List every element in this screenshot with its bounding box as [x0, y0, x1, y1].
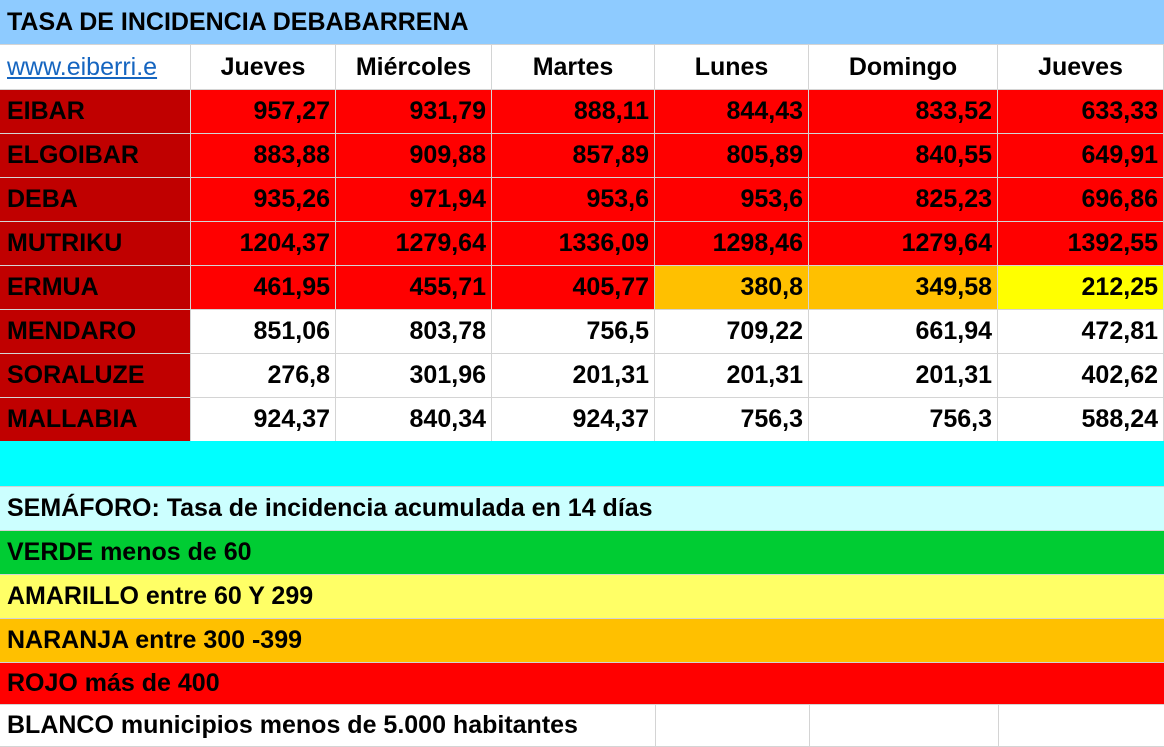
- table-row: ELGOIBAR 883,88 909,88 857,89 805,89 840,55 64…: [0, 134, 1164, 178]
- column-header[interactable]: Miércoles: [336, 45, 492, 90]
- incidence-value[interactable]: 349,58: [809, 266, 998, 310]
- incidence-value[interactable]: 588,24: [998, 398, 1164, 442]
- column-header[interactable]: Domingo: [809, 45, 998, 90]
- incidence-value[interactable]: 1279,64: [336, 222, 492, 266]
- incidence-value[interactable]: 851,06: [191, 310, 336, 354]
- spacer-band[interactable]: [0, 441, 1164, 487]
- incidence-value[interactable]: 402,62: [998, 354, 1164, 398]
- table-row: DEBA 935,26 971,94 953,6 953,6 825,23 696,86: [0, 178, 1164, 222]
- incidence-value[interactable]: 276,8: [191, 354, 336, 398]
- incidence-value[interactable]: 1204,37: [191, 222, 336, 266]
- gridline: [655, 705, 656, 747]
- link-cell[interactable]: www.eiberri.e: [0, 45, 191, 90]
- gridline: [809, 705, 810, 747]
- table-row: MENDARO 851,06 803,78 756,5 709,22 661,94 472,…: [0, 310, 1164, 354]
- incidence-value[interactable]: 833,52: [809, 90, 998, 134]
- incidence-value[interactable]: 201,31: [809, 354, 998, 398]
- incidence-value[interactable]: 201,31: [492, 354, 655, 398]
- sheet-title[interactable]: TASA DE INCIDENCIA DEBABARRENA: [0, 0, 1164, 45]
- incidence-value[interactable]: 924,37: [191, 398, 336, 442]
- municipality-name[interactable]: MENDARO: [0, 310, 191, 354]
- incidence-value[interactable]: 472,81: [998, 310, 1164, 354]
- incidence-value[interactable]: 971,94: [336, 178, 492, 222]
- incidence-value[interactable]: 953,6: [655, 178, 809, 222]
- table-row: EIBAR 957,27 931,79 888,11 844,43 833,52 633,3…: [0, 90, 1164, 134]
- incidence-value[interactable]: 805,89: [655, 134, 809, 178]
- incidence-value[interactable]: 756,3: [809, 398, 998, 442]
- column-header[interactable]: Jueves: [998, 45, 1164, 90]
- table-row: ERMUA 461,95 455,71 405,77 380,8 349,58 212,25: [0, 266, 1164, 310]
- incidence-value[interactable]: 844,43: [655, 90, 809, 134]
- incidence-value[interactable]: 709,22: [655, 310, 809, 354]
- municipality-name[interactable]: ELGOIBAR: [0, 134, 191, 178]
- incidence-value[interactable]: 825,23: [809, 178, 998, 222]
- incidence-value[interactable]: 857,89: [492, 134, 655, 178]
- incidence-value[interactable]: 840,55: [809, 134, 998, 178]
- incidence-value[interactable]: 935,26: [191, 178, 336, 222]
- legend-white[interactable]: BLANCO municipios menos de 5.000 habitan…: [0, 705, 1164, 747]
- incidence-value[interactable]: 1279,64: [809, 222, 998, 266]
- municipality-name[interactable]: SORALUZE: [0, 354, 191, 398]
- table-row: SORALUZE 276,8 301,96 201,31 201,31 201,31 402…: [0, 354, 1164, 398]
- incidence-value[interactable]: 953,6: [492, 178, 655, 222]
- incidence-value[interactable]: 803,78: [336, 310, 492, 354]
- incidence-value[interactable]: 1298,46: [655, 222, 809, 266]
- column-header[interactable]: Lunes: [655, 45, 809, 90]
- municipality-name[interactable]: DEBA: [0, 178, 191, 222]
- incidence-value[interactable]: 840,34: [336, 398, 492, 442]
- legend-red[interactable]: ROJO más de 400: [0, 663, 1164, 705]
- municipality-name[interactable]: MUTRIKU: [0, 222, 191, 266]
- incidence-value[interactable]: 1392,55: [998, 222, 1164, 266]
- incidence-value[interactable]: 696,86: [998, 178, 1164, 222]
- legend-green[interactable]: VERDE menos de 60: [0, 531, 1164, 575]
- incidence-value[interactable]: 461,95: [191, 266, 336, 310]
- municipality-name[interactable]: EIBAR: [0, 90, 191, 134]
- incidence-value[interactable]: 212,25: [998, 266, 1164, 310]
- incidence-value[interactable]: 455,71: [336, 266, 492, 310]
- incidence-value[interactable]: 931,79: [336, 90, 492, 134]
- incidence-value[interactable]: 888,11: [492, 90, 655, 134]
- incidence-value[interactable]: 1336,09: [492, 222, 655, 266]
- legend-heading[interactable]: SEMÁFORO: Tasa de incidencia acumulada e…: [0, 487, 1164, 531]
- incidence-value[interactable]: 301,96: [336, 354, 492, 398]
- municipality-name[interactable]: ERMUA: [0, 266, 191, 310]
- website-link[interactable]: www.eiberri.e: [7, 52, 158, 81]
- incidence-value[interactable]: 405,77: [492, 266, 655, 310]
- column-header[interactable]: Martes: [492, 45, 655, 90]
- incidence-value[interactable]: 883,88: [191, 134, 336, 178]
- header-row: www.eiberri.e Jueves Miércoles Martes Lu…: [0, 45, 1164, 90]
- incidence-value[interactable]: 756,3: [655, 398, 809, 442]
- column-header[interactable]: Jueves: [191, 45, 336, 90]
- incidence-value[interactable]: 633,33: [998, 90, 1164, 134]
- incidence-value[interactable]: 201,31: [655, 354, 809, 398]
- gridline: [998, 705, 999, 747]
- incidence-value[interactable]: 649,91: [998, 134, 1164, 178]
- legend-yellow[interactable]: AMARILLO entre 60 Y 299: [0, 575, 1164, 619]
- incidence-value[interactable]: 924,37: [492, 398, 655, 442]
- incidence-value[interactable]: 957,27: [191, 90, 336, 134]
- legend-orange[interactable]: NARANJA entre 300 -399: [0, 619, 1164, 663]
- incidence-value[interactable]: 909,88: [336, 134, 492, 178]
- incidence-value[interactable]: 661,94: [809, 310, 998, 354]
- municipality-name[interactable]: MALLABIA: [0, 398, 191, 442]
- incidence-value[interactable]: 756,5: [492, 310, 655, 354]
- table-row: MALLABIA 924,37 840,34 924,37 756,3 756,3 588,…: [0, 398, 1164, 442]
- incidence-value[interactable]: 380,8: [655, 266, 809, 310]
- table-row: MUTRIKU 1204,37 1279,64 1336,09 1298,46 1279,…: [0, 222, 1164, 266]
